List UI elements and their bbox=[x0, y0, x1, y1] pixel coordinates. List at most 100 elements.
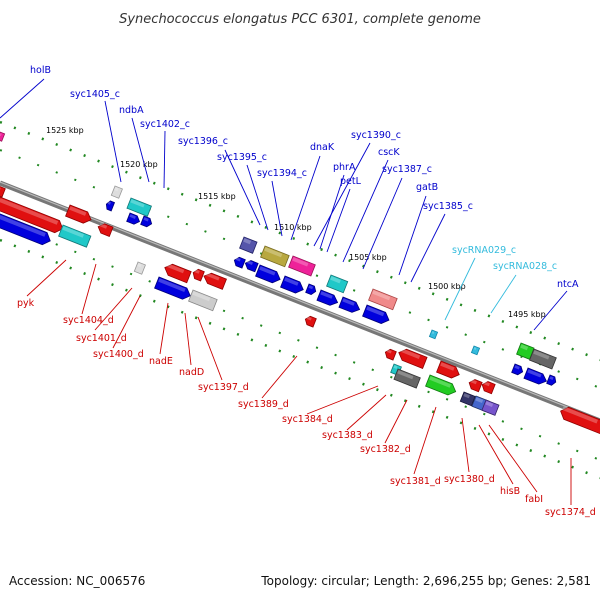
leader-line bbox=[112, 295, 141, 349]
gene-feature-purple[interactable] bbox=[239, 236, 258, 254]
gene-feature-blue-shape bbox=[316, 289, 339, 306]
gene-label-gatB[interactable]: gatB bbox=[416, 182, 438, 193]
gene-feature-blue[interactable] bbox=[362, 304, 392, 326]
gene-feature-green[interactable] bbox=[425, 374, 458, 397]
gene-feature-grey[interactable] bbox=[133, 261, 146, 275]
gene-feature-blue-shape bbox=[280, 275, 304, 294]
gene-feature-red-shape bbox=[468, 379, 483, 393]
gene-feature-red[interactable] bbox=[0, 196, 65, 235]
gene-feature-magenta[interactable] bbox=[0, 131, 6, 142]
gene-label-syc1404-d[interactable]: syc1404_d bbox=[63, 315, 114, 326]
gene-feature-purple[interactable] bbox=[481, 399, 500, 416]
gene-feature-red[interactable] bbox=[191, 268, 205, 282]
gene-label-ntcA[interactable]: ntcA bbox=[557, 279, 579, 290]
gene-label-cscK[interactable]: cscK bbox=[378, 147, 400, 158]
rna-feature[interactable] bbox=[428, 329, 439, 340]
gene-feature-darkgrey[interactable] bbox=[393, 368, 421, 389]
gene-feature-blue[interactable] bbox=[280, 275, 306, 295]
gene-feature-red[interactable] bbox=[480, 380, 496, 395]
gene-feature-red[interactable] bbox=[202, 271, 227, 290]
gene-feature-grey[interactable] bbox=[110, 185, 123, 199]
gene-label-syc1382-d[interactable]: syc1382_d bbox=[360, 444, 411, 455]
gene-feature-red[interactable] bbox=[436, 360, 462, 380]
gene-label-syc1396-c[interactable]: syc1396_c bbox=[178, 136, 228, 147]
gene-feature-cyan[interactable] bbox=[58, 224, 92, 248]
gene-feature-red[interactable] bbox=[163, 262, 192, 284]
gene-feature-blue[interactable] bbox=[511, 363, 525, 376]
leader-line bbox=[319, 174, 345, 250]
leader-line bbox=[384, 399, 408, 444]
gene-feature-blue[interactable] bbox=[523, 367, 549, 386]
gene-label-fabI[interactable]: fabI bbox=[525, 494, 543, 505]
gene-feature-cyan[interactable] bbox=[126, 197, 152, 217]
gene-feature-blue[interactable] bbox=[316, 289, 340, 308]
gene-label-syc1389-d[interactable]: syc1389_d bbox=[238, 399, 289, 410]
gene-label-syc1394-c[interactable]: syc1394_c bbox=[257, 168, 307, 179]
gene-feature-pink[interactable] bbox=[368, 288, 398, 311]
gene-label-syc1374-d[interactable]: syc1374_d bbox=[545, 507, 596, 518]
gene-feature-blue[interactable] bbox=[154, 276, 193, 301]
gene-feature-navy[interactable] bbox=[459, 391, 476, 407]
gene-feature-blue[interactable] bbox=[105, 200, 116, 212]
gene-feature-blue[interactable] bbox=[244, 259, 259, 273]
gene-label-petL[interactable]: petL bbox=[340, 176, 362, 187]
gene-label-nadD[interactable]: nadD bbox=[179, 367, 204, 378]
gene-label-syc1400-d[interactable]: syc1400_d bbox=[93, 349, 144, 360]
gene-feature-blue[interactable] bbox=[233, 256, 246, 269]
gene-feature-blue[interactable] bbox=[140, 215, 154, 228]
gene-feature-blue[interactable] bbox=[338, 296, 362, 315]
gene-feature-grey-highlight bbox=[137, 263, 142, 268]
gene-label-syc1402-c[interactable]: syc1402_c bbox=[140, 119, 190, 130]
gene-label-syc1383-d[interactable]: syc1383_d bbox=[322, 430, 373, 441]
gene-feature-red[interactable] bbox=[397, 347, 428, 369]
gene-label-syc1390-c[interactable]: syc1390_c bbox=[351, 130, 401, 141]
gene-feature-red[interactable] bbox=[304, 315, 317, 328]
gene-feature-blue[interactable] bbox=[305, 283, 318, 296]
leader-line bbox=[461, 417, 470, 473]
gene-feature-red[interactable] bbox=[558, 405, 600, 435]
leader-line bbox=[184, 312, 192, 366]
rna-feature[interactable] bbox=[470, 345, 481, 356]
gene-label-syc1387-c[interactable]: syc1387_c bbox=[382, 164, 432, 175]
gene-label-holB[interactable]: holB bbox=[30, 65, 51, 76]
gene-label-syc1405-c[interactable]: syc1405_c bbox=[70, 89, 120, 100]
gene-feature-olive[interactable] bbox=[260, 245, 290, 268]
gene-feature-red-shape bbox=[436, 360, 460, 379]
gene-feature-blue[interactable] bbox=[126, 212, 141, 226]
gene-label-nadE[interactable]: nadE bbox=[149, 356, 173, 367]
gene-feature-red[interactable] bbox=[467, 378, 483, 393]
leader-line bbox=[413, 406, 437, 475]
gene-label-syc1380-d[interactable]: syc1380_d bbox=[444, 474, 495, 485]
gene-feature-blue-highlight bbox=[107, 201, 111, 205]
gene-feature-blue[interactable] bbox=[546, 374, 558, 386]
gene-feature-red[interactable] bbox=[96, 222, 114, 237]
gene-label-sycRNA029-c[interactable]: sycRNA029_c bbox=[452, 245, 516, 256]
gene-label-hisB[interactable]: hisB bbox=[500, 486, 520, 497]
leader-line bbox=[94, 287, 133, 331]
gene-label-syc1381-d[interactable]: syc1381_d bbox=[390, 476, 441, 487]
gene-feature-red[interactable] bbox=[0, 185, 6, 198]
gene-label-syc1384-d[interactable]: syc1384_d bbox=[282, 414, 333, 425]
gene-label-syc1397-d[interactable]: syc1397_d bbox=[198, 382, 249, 393]
gene-label-sycRNA028-c[interactable]: sycRNA028_c bbox=[493, 261, 557, 272]
gene-label-syc1385-c[interactable]: syc1385_c bbox=[423, 201, 473, 212]
gene-label-dnaK[interactable]: dnaK bbox=[310, 142, 335, 153]
gene-feature-magenta[interactable] bbox=[288, 255, 316, 277]
gene-label-ndbA[interactable]: ndbA bbox=[119, 105, 144, 116]
gene-feature-red[interactable] bbox=[65, 204, 94, 225]
gene-feature-red-shape bbox=[65, 204, 92, 224]
gene-label-syc1395-c[interactable]: syc1395_c bbox=[217, 152, 267, 163]
gene-feature-blue[interactable] bbox=[255, 264, 283, 285]
leader-line bbox=[488, 424, 538, 493]
gene-label-pyk[interactable]: pyk bbox=[17, 298, 35, 309]
gene-feature-red[interactable] bbox=[384, 348, 397, 361]
gene-feature-blue[interactable] bbox=[0, 211, 53, 247]
leader-line bbox=[104, 100, 122, 183]
gene-label-phrA[interactable]: phrA bbox=[333, 162, 356, 173]
gene-feature-cyan[interactable] bbox=[326, 274, 349, 294]
gene-feature-darkgrey[interactable] bbox=[529, 348, 557, 370]
gene-label-syc1401-d[interactable]: syc1401_d bbox=[76, 333, 127, 344]
gene-feature-red-highlight bbox=[69, 206, 87, 216]
gene-feature-grey[interactable] bbox=[188, 289, 218, 312]
gene-feature-magenta-shape bbox=[0, 131, 6, 142]
